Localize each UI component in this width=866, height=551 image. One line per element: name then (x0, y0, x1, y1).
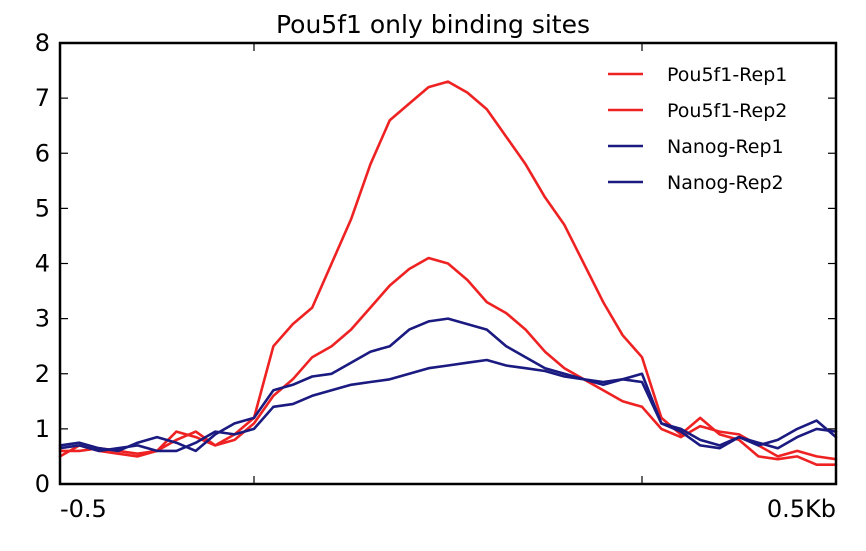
legend-label-nanog-rep1: Nanog-Rep1 (667, 136, 784, 158)
series-line-nanog-rep1 (58, 317, 838, 453)
y-tick-label: 6 (35, 139, 50, 167)
y-tick-label: 1 (35, 415, 50, 443)
y-tick-label: 7 (35, 84, 50, 112)
y-tick-label: 5 (35, 194, 50, 222)
x-tick-label: -0.5 (60, 495, 107, 523)
legend-label-nanog-rep2: Nanog-Rep2 (667, 172, 784, 194)
series-line-pou5f1-rep2 (58, 256, 838, 461)
series-lines (58, 80, 838, 467)
legend: Pou5f1-Rep1 Pou5f1-Rep2 Nanog-Rep1 Nanog-Re… (608, 64, 787, 194)
legend-label-pou5f1-rep1: Pou5f1-Rep1 (667, 64, 787, 86)
y-tick-label: 3 (35, 305, 50, 333)
y-tick-label: 8 (35, 29, 50, 57)
x-tick-label: 0.5Kb (767, 495, 836, 523)
series-line-nanog-rep2 (58, 358, 838, 453)
tick-labels: 0 1 2 3 4 5 6 7 8 -0.5 0.5Kb (35, 29, 836, 523)
chart-title: Pou5f1 only binding sites (276, 10, 590, 39)
y-tick-label: 0 (35, 470, 50, 498)
y-tick-label: 4 (35, 250, 50, 278)
axes-frame (58, 41, 838, 486)
y-tick-label: 2 (35, 360, 50, 388)
legend-label-pou5f1-rep2: Pou5f1-Rep2 (667, 100, 787, 122)
